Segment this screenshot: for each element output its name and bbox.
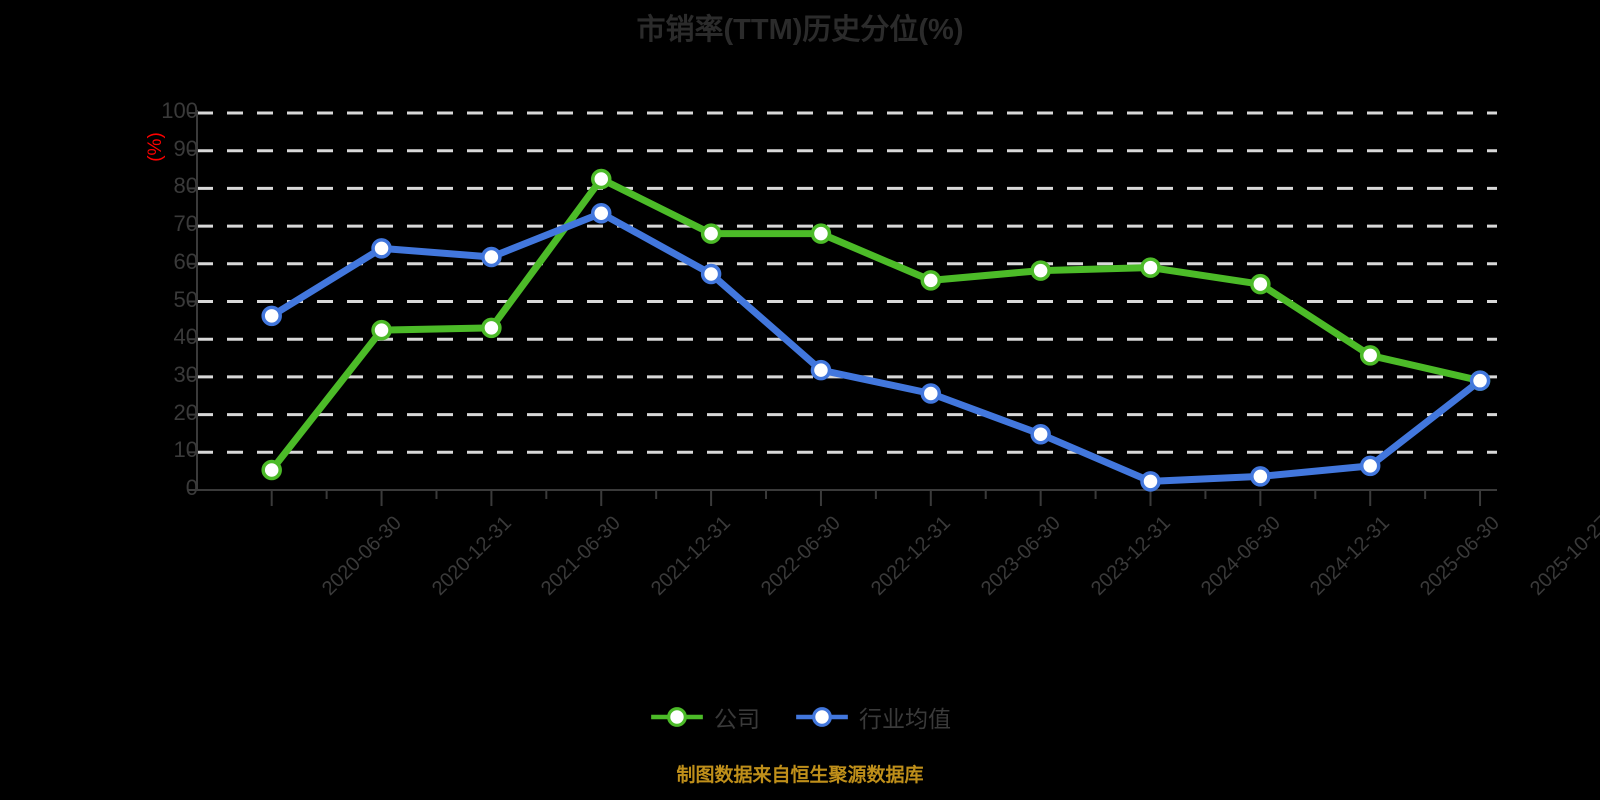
series-markers — [261, 168, 1491, 492]
x-axis-tick-label: 2023-06-30 — [976, 512, 1065, 600]
x-axis-tick-label: 2022-06-30 — [757, 512, 845, 600]
data-point-marker[interactable] — [1359, 345, 1381, 366]
data-point-marker[interactable] — [920, 383, 942, 404]
series-lines — [268, 175, 1484, 485]
x-axis-tick-label: 2023-12-31 — [1086, 512, 1175, 600]
y-axis-ticks — [188, 112, 197, 491]
y-axis-tick-label: 40 — [173, 324, 198, 350]
gridlines — [197, 111, 1497, 454]
y-axis-tick-label: 60 — [173, 248, 198, 274]
data-point-marker[interactable] — [700, 263, 722, 285]
data-point-marker[interactable] — [481, 317, 502, 339]
data-point-marker[interactable] — [1140, 471, 1161, 492]
y-axis-tick-label: 20 — [173, 399, 198, 425]
data-point-marker[interactable] — [1469, 370, 1491, 391]
axis-lines — [194, 110, 1497, 491]
footer-note: 制图数据来自恒生聚源数据库 — [676, 765, 924, 786]
data-point-marker[interactable] — [700, 223, 722, 244]
legend-marker-icon — [796, 707, 848, 727]
x-axis-tick-label: 2021-12-31 — [647, 512, 736, 600]
data-point-marker[interactable] — [481, 246, 502, 268]
x-axis-tick-label: 2024-12-31 — [1306, 512, 1395, 600]
x-axis-tick-label: 2020-06-30 — [317, 512, 406, 600]
y-axis-tick-label: 10 — [173, 437, 198, 463]
x-axis-tick-label: 2025-06-30 — [1416, 512, 1505, 600]
x-axis-tick-label: 2020-12-31 — [427, 512, 516, 600]
legend-item[interactable]: 公司 — [649, 700, 760, 734]
data-point-marker[interactable] — [920, 270, 942, 291]
y-axis-tick-label: 50 — [173, 286, 198, 312]
chart-legend: 公司 行业均值 — [0, 700, 1600, 734]
data-point-marker[interactable] — [810, 359, 832, 381]
x-axis-tick-label: 2022-12-31 — [866, 512, 955, 600]
data-point-marker[interactable] — [591, 168, 612, 190]
page-title: 市销率(TTM)历史分位(%) — [636, 14, 964, 46]
x-axis-tick-label: 2021-06-30 — [537, 512, 626, 600]
legend-label: 行业均值 — [859, 706, 951, 732]
data-point-marker[interactable] — [810, 223, 832, 244]
y-axis-tick-label: 70 — [173, 211, 198, 237]
y-axis-tick-labels: 100 90 80 70 60 50 40 30 20 10 0 — [110, 0, 198, 800]
x-axis-ticks — [270, 490, 1482, 506]
x-axis-tick-label: 2024-06-30 — [1196, 512, 1285, 600]
y-axis-tick-label: 80 — [173, 173, 198, 199]
data-point-marker[interactable] — [261, 305, 282, 327]
legend-marker-icon — [651, 707, 703, 727]
legend-label: 公司 — [714, 706, 760, 732]
data-point-marker[interactable] — [1140, 257, 1161, 278]
legend-item[interactable]: 行业均值 — [794, 700, 951, 734]
y-axis-tick-label: 30 — [173, 361, 198, 387]
data-point-marker[interactable] — [1250, 466, 1271, 487]
data-point-marker[interactable] — [1250, 273, 1271, 295]
data-point-marker[interactable] — [591, 203, 612, 224]
data-point-marker[interactable] — [371, 319, 392, 341]
data-point-marker[interactable] — [261, 459, 282, 481]
data-point-marker[interactable] — [1359, 455, 1381, 477]
data-point-marker[interactable] — [1030, 423, 1051, 445]
y-axis-tick-label: 100 — [161, 98, 198, 123]
data-point-marker[interactable] — [1030, 260, 1051, 281]
y-axis-tick-label: 0 — [185, 475, 198, 500]
y-axis-tick-label: 90 — [173, 135, 198, 161]
data-point-marker[interactable] — [371, 238, 392, 259]
x-axis-tick-label: 2025-10-27 — [1526, 512, 1600, 600]
